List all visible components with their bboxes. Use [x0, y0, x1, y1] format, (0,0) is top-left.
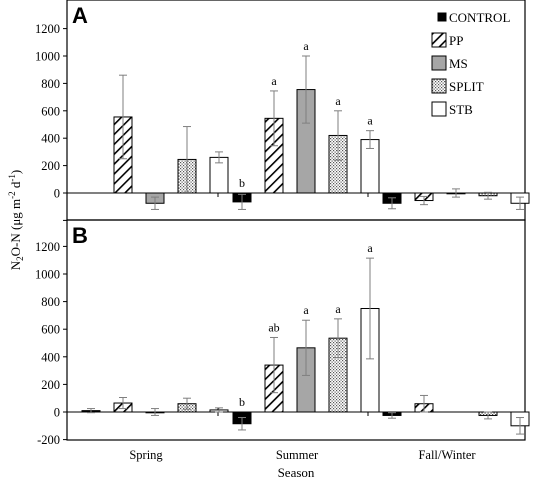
legend-label: SPLIT [449, 79, 484, 94]
y-tick-label: 800 [41, 295, 60, 309]
panel-letter: B [72, 223, 88, 248]
significance-label: a [271, 74, 277, 88]
panel-letter: A [72, 3, 88, 28]
legend-swatch-ms [431, 55, 447, 71]
y-tick-label: 800 [41, 77, 60, 91]
legend-label: MS [449, 56, 468, 71]
ylabel-sub: 2 [15, 256, 25, 261]
legend-label: STB [449, 102, 473, 117]
significance-label: ab [268, 320, 279, 334]
x-tick-label: Fall/Winter [418, 448, 476, 462]
ylabel-sup: -1 [7, 174, 17, 182]
y-tick-label: 1000 [35, 268, 60, 282]
legend-swatch-stb [431, 101, 447, 117]
legend-swatch-control [437, 12, 447, 22]
legend-label: CONTROL [449, 10, 510, 25]
y-tick-label: 600 [41, 104, 60, 118]
panel-a: 0 200 400 600 800 1000 1200 Ab a a a a [35, 0, 530, 221]
significance-label: a [367, 114, 373, 128]
significance-label: a [367, 241, 373, 255]
chart-root: 0 200 400 600 800 1000 1200 Ab a a a a -200 0 200 400 60… [35, 0, 530, 480]
significance-label: a [303, 39, 309, 53]
y-tick-label: 600 [41, 323, 60, 337]
significance-label: b [239, 176, 245, 190]
ylabel-mid: d [8, 181, 23, 191]
y-tick-label: 1200 [35, 22, 60, 36]
y-tick-label: 400 [41, 132, 60, 146]
legend-swatch-pp [431, 32, 447, 48]
legend-label: PP [449, 33, 463, 48]
y-tick-label: 0 [54, 187, 60, 201]
significance-label: b [239, 395, 245, 409]
x-tick-label: Spring [129, 448, 163, 462]
y-tick-label: 1200 [35, 240, 60, 254]
y-tick-label: 400 [41, 350, 60, 364]
y-tick-label: 200 [41, 378, 60, 392]
panel-b: -200 0 200 400 600 800 1000 1200 Bb ab a a a [35, 219, 530, 447]
significance-label: a [335, 302, 341, 316]
significance-label: a [303, 303, 309, 317]
ylabel-end: ) [8, 170, 23, 174]
y-tick-label: 1000 [35, 50, 60, 64]
legend-swatch-split [431, 78, 447, 94]
y-tick-label: 0 [54, 406, 60, 420]
x-axis-title: Season [278, 465, 315, 480]
ylabel-sup: -2 [7, 191, 17, 199]
panel-frame [66, 219, 526, 441]
significance-label: a [335, 94, 341, 108]
y-tick-label: -200 [37, 433, 60, 447]
legend: CONTROL PP MS SPLIT STB [431, 10, 510, 117]
ylabel-mid: O-N (μg m [8, 199, 23, 257]
y-tick-label: 200 [41, 159, 60, 173]
y-axis-title: N2O-N (μg m-2 d-1) [7, 170, 25, 271]
ylabel-main: N [8, 260, 23, 270]
x-tick-label: Summer [276, 448, 319, 462]
